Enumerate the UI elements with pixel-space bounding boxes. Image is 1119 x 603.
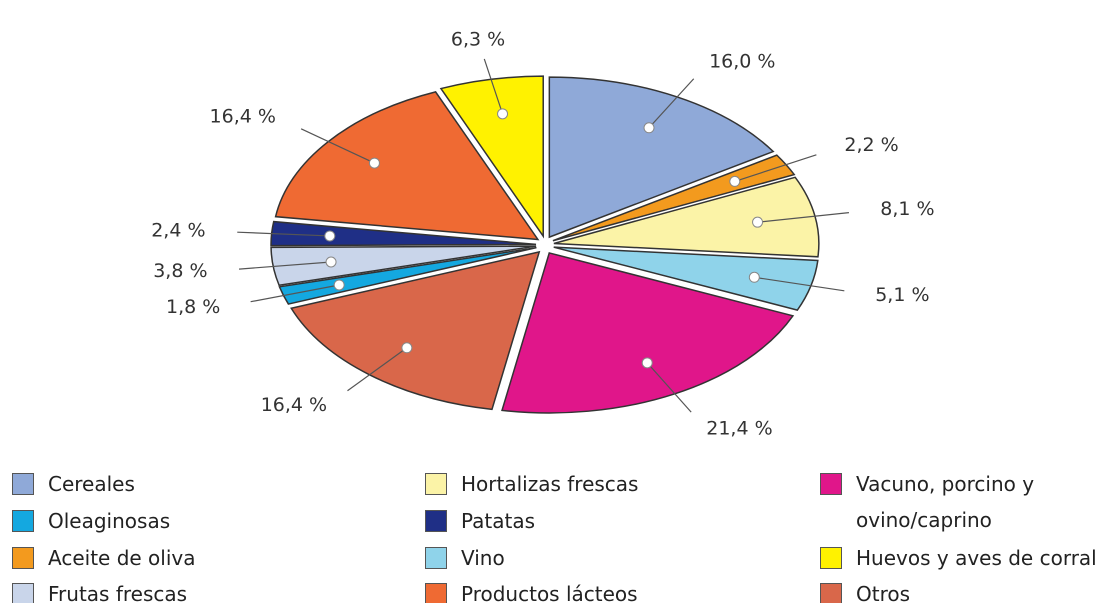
legend-item: Huevos y aves de corral (820, 540, 1097, 576)
legend-item: Aceite de oliva (12, 540, 196, 576)
data-label: 5,1 % (875, 284, 929, 306)
data-label: 8,1 % (880, 198, 934, 220)
legend-swatch (425, 510, 447, 532)
data-label: 16,4 % (261, 394, 327, 416)
legend-swatch (12, 510, 34, 532)
leader-line (648, 78, 695, 129)
legend-item: Productos lácteos (425, 576, 638, 603)
label-dot (752, 216, 764, 228)
legend-swatch (820, 473, 842, 495)
data-label: 3,8 % (153, 260, 207, 282)
leader-line (757, 212, 849, 223)
legend-swatch (425, 473, 447, 495)
label-dot (641, 357, 653, 369)
label-dot (325, 256, 337, 268)
legend-label: Cereales (48, 472, 135, 496)
data-label: 16,4 % (210, 106, 276, 128)
label-dot (497, 108, 509, 120)
legend-label: Vino (461, 546, 505, 570)
legend-swatch (425, 583, 447, 603)
leader-line (239, 261, 332, 270)
legend-swatch (820, 547, 842, 569)
leader-line (734, 154, 817, 182)
leader-line (483, 58, 504, 115)
legend-label: Aceite de oliva (48, 546, 196, 570)
label-dot (729, 175, 741, 187)
leader-line (300, 128, 375, 164)
data-label: 1,8 % (166, 296, 220, 318)
legend-item: Oleaginosas (12, 503, 170, 539)
leader-line (347, 347, 408, 392)
legend-label: Oleaginosas (48, 509, 171, 533)
pie-area: 16,0 % 2,2 % 8,1 % 5,1 % 21,4 % 16,4 % 1,8 % 3,… (151, 29, 934, 440)
leader-line (646, 362, 692, 413)
legend-swatch (12, 473, 34, 495)
label-dot (643, 122, 655, 134)
leader-line (237, 231, 330, 237)
legend-item: Patatas (425, 503, 535, 539)
leader-line (754, 276, 845, 292)
legend-item: Cereales (12, 466, 135, 502)
label-dot (401, 342, 413, 354)
data-label: 21,4 % (706, 418, 772, 440)
data-label: 2,2 % (844, 134, 898, 156)
legend-swatch (425, 547, 447, 569)
legend-label: Patatas (461, 509, 536, 533)
leader-line (250, 284, 340, 303)
data-label: 16,0 % (709, 50, 775, 72)
label-dot (333, 279, 345, 291)
legend-swatch (12, 583, 34, 603)
legend-swatch (820, 583, 842, 603)
legend-item: Frutas frescas (12, 576, 187, 603)
legend-label: Huevos y aves de corral (856, 546, 1097, 570)
label-dot (748, 271, 760, 283)
legend-item: Otros (820, 576, 910, 603)
legend-label: Frutas frescas (48, 582, 188, 603)
label-dot (324, 230, 336, 242)
legend-swatch (12, 547, 34, 569)
legend-label: Otros (856, 582, 911, 603)
data-label: 2,4 % (151, 219, 205, 241)
label-dot (368, 157, 380, 169)
legend-item: Hortalizas frescas (425, 466, 638, 502)
legend-item: Vino (425, 540, 505, 576)
legend-item: Vacuno, porcino y ovino/caprino (820, 466, 1034, 538)
legend-label: Vacuno, porcino y ovino/caprino (856, 472, 1035, 532)
legend-label: Productos lácteos (461, 582, 638, 603)
data-label: 6,3 % (451, 29, 505, 51)
legend-label: Hortalizas frescas (461, 472, 639, 496)
